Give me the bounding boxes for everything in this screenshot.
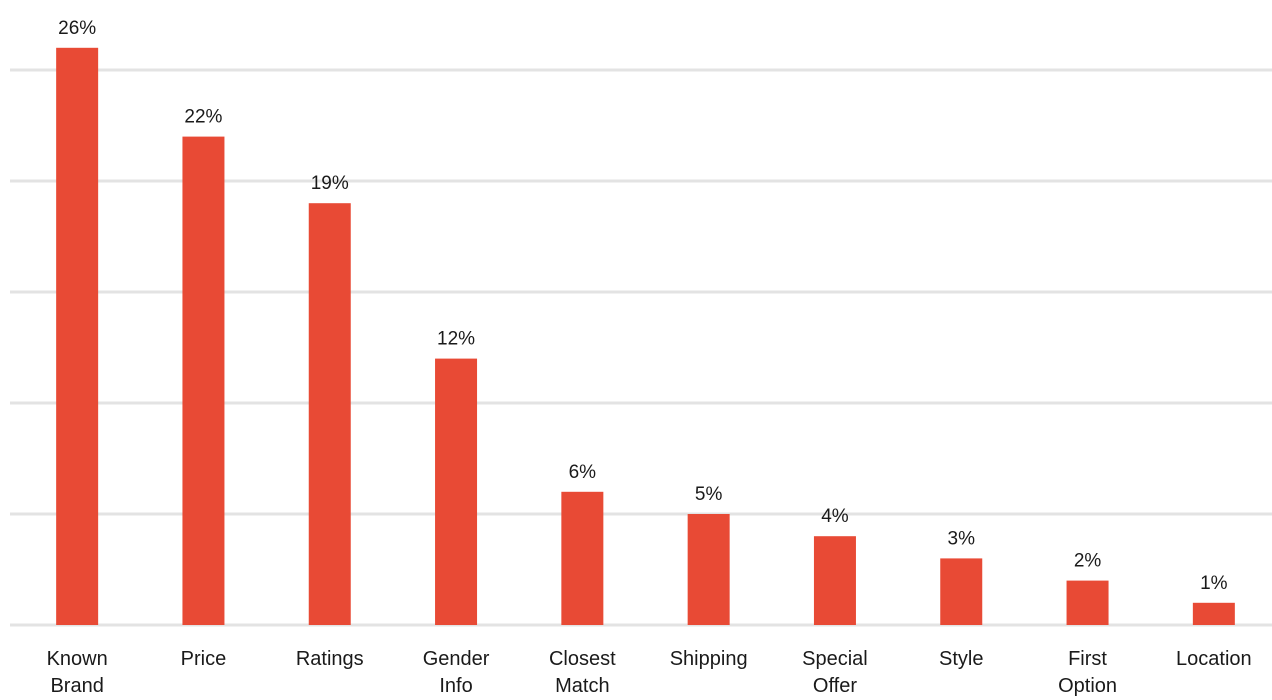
x-tick-label: Style [939,648,983,670]
x-tick-label-line: Ratings [296,648,364,670]
bar [561,491,604,625]
x-tick-label: Closest Match [549,648,616,697]
x-tick-label-line: Price [181,648,227,670]
data-label: 5% [695,484,723,505]
x-tick-label-line: Known [47,648,108,670]
bar [1066,580,1109,625]
x-tick-label-line: Brand [50,675,103,697]
data-label: 3% [948,528,976,549]
bars [56,47,1235,626]
x-tick-label: Known Brand [47,648,108,697]
x-tick-label: Ratings [296,648,364,670]
x-tick-label-line: Style [939,648,983,670]
x-tick-label: Location [1176,648,1252,670]
data-label: 6% [569,462,597,483]
bar [56,47,99,626]
bar [813,536,856,625]
bar [1192,602,1235,625]
x-tick-label-line: Shipping [670,648,748,670]
data-label: 4% [821,506,849,527]
x-tick-label: Shipping [670,648,748,670]
x-tick-label: First Option [1058,648,1117,697]
x-tick-label-line: Closest [549,648,616,670]
x-tick-label: Gender Info [423,648,490,697]
bar [308,203,351,625]
x-tick-label-line: Special [802,648,868,670]
x-tick-label-line: Option [1058,675,1117,697]
data-label: 12% [437,329,475,350]
x-tick-label-line: Gender [423,648,490,670]
data-label: 1% [1200,573,1228,594]
data-label: 26% [58,18,96,39]
x-tick-label-line: Match [555,675,609,697]
bar [435,358,478,625]
x-tick-label-line: Location [1176,648,1252,670]
x-tick-label-line: Offer [813,675,857,697]
bar [687,514,730,625]
x-tick-label-line: First [1068,648,1107,670]
data-label: 2% [1074,551,1102,572]
x-tick-label: Special Offer [802,648,868,697]
x-tick-label: Price [181,648,227,670]
bar [940,558,983,625]
data-label: 22% [184,107,222,128]
x-tick-label-line: Info [439,675,472,697]
category-labels: Known Brand Price Ratings Gender Info Closest M… [47,648,1252,697]
value-labels: 26% 22% 19% 12% 6% 5% 4% 3% 2% 1% [58,18,1228,594]
data-label: 19% [311,173,349,194]
bar [182,136,225,625]
